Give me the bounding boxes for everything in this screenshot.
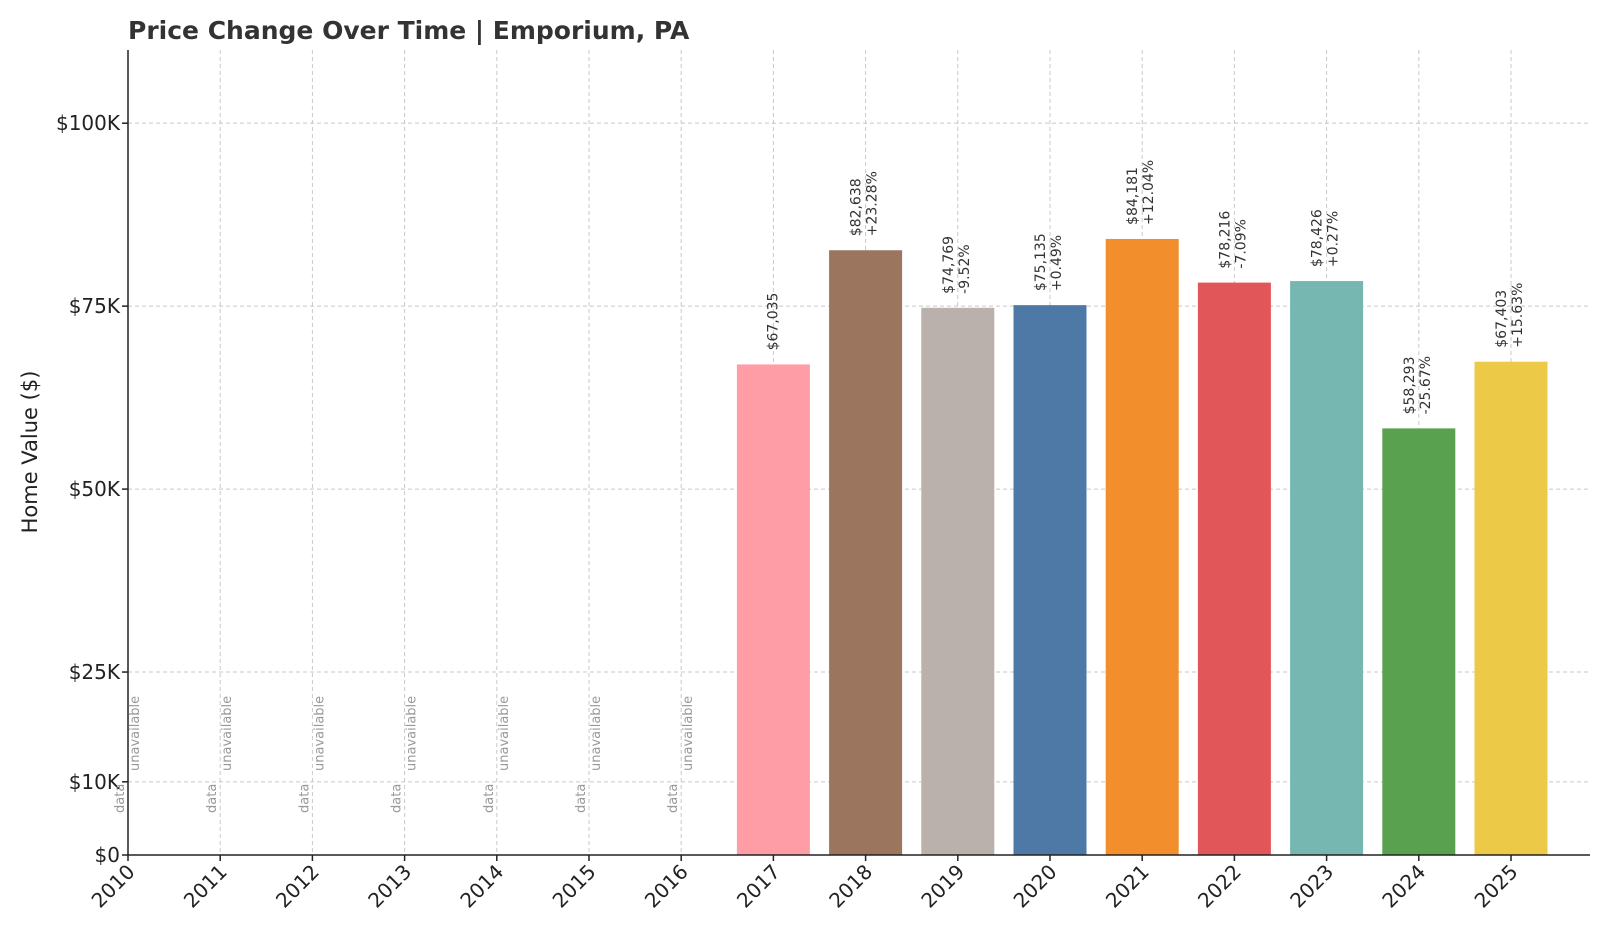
- y-tick-label: $75K: [69, 294, 121, 318]
- x-tick-label-2018: 2018: [824, 860, 877, 913]
- bar-2024: [1382, 428, 1456, 855]
- y-axis-label: Home Value ($): [18, 371, 42, 534]
- x-tick-label-2022: 2022: [1193, 860, 1246, 913]
- axes: [127, 50, 1590, 856]
- y-tick-label: $10K: [69, 770, 121, 794]
- data-label-2025: $67,403+15.63%: [1494, 283, 1526, 348]
- x-tick-label-2010: 2010: [87, 860, 140, 913]
- data-label-2022: $78,216-7.09%: [1217, 211, 1249, 269]
- x-tick-label-2020: 2020: [1009, 860, 1062, 913]
- x-tick-label-2023: 2023: [1285, 860, 1338, 913]
- bars: [736, 238, 1548, 856]
- y-tick-label: $25K: [69, 660, 121, 684]
- unavailable-label-2013: dataunavailable: [390, 696, 420, 813]
- x-tick-label-2013: 2013: [363, 860, 416, 913]
- data-label-2017: $67,035: [765, 293, 781, 351]
- unavailable-label-2014: dataunavailable: [482, 696, 512, 813]
- data-labels: dataunavailable dataunavailable dataunavai…: [113, 160, 1526, 813]
- unavailable-label-2016: dataunavailable: [666, 696, 696, 813]
- bar-2021: [1105, 238, 1179, 856]
- bar-2025: [1474, 361, 1548, 855]
- x-tick-label-2021: 2021: [1101, 860, 1154, 913]
- unavailable-label-2015: dataunavailable: [574, 696, 604, 813]
- data-label-2019: $74,769-9.52%: [941, 236, 973, 294]
- y-tick-label: $50K: [69, 477, 121, 501]
- y-tick-label: $100K: [56, 111, 121, 135]
- x-tick-label-2014: 2014: [455, 860, 508, 913]
- x-tick-label-2017: 2017: [732, 860, 785, 913]
- x-tick-label-2011: 2011: [179, 860, 232, 913]
- unavailable-label-2010: dataunavailable: [113, 696, 143, 813]
- bar-2017: [736, 364, 810, 855]
- data-label-2023: $78,426+0.27%: [1310, 209, 1342, 267]
- data-label-2020: $75,135+0.49%: [1033, 233, 1065, 291]
- bar-2020: [1013, 305, 1087, 855]
- x-tick-label-2019: 2019: [916, 860, 969, 913]
- data-label-2018: $82,638+23.28%: [849, 171, 881, 236]
- bar-2019: [921, 307, 995, 855]
- x-tick-label-2015: 2015: [548, 860, 601, 913]
- x-tick-label-2025: 2025: [1470, 860, 1523, 913]
- data-label-2021: $84,181+12.04%: [1125, 160, 1157, 225]
- y-axis-ticks: $0 $10K $25K $50K $75K $100K: [56, 111, 128, 867]
- y-tick-label: $0: [95, 843, 120, 867]
- chart-title: Price Change Over Time | Emporium, PA: [128, 16, 690, 45]
- bar-2022: [1197, 282, 1271, 856]
- bar-2018: [829, 250, 903, 855]
- bar-2023: [1290, 281, 1364, 855]
- x-tick-label-2012: 2012: [271, 860, 324, 913]
- x-tick-label-2024: 2024: [1377, 860, 1430, 913]
- unavailable-label-2011: dataunavailable: [205, 696, 235, 813]
- x-tick-label-2016: 2016: [640, 860, 693, 913]
- x-axis-ticks: 2010 2011 2012 2013 2014 2015 2016 2017 2018 2019…: [87, 855, 1523, 913]
- unavailable-label-2012: dataunavailable: [297, 696, 327, 813]
- data-label-2024: $58,293-25.67%: [1402, 356, 1434, 414]
